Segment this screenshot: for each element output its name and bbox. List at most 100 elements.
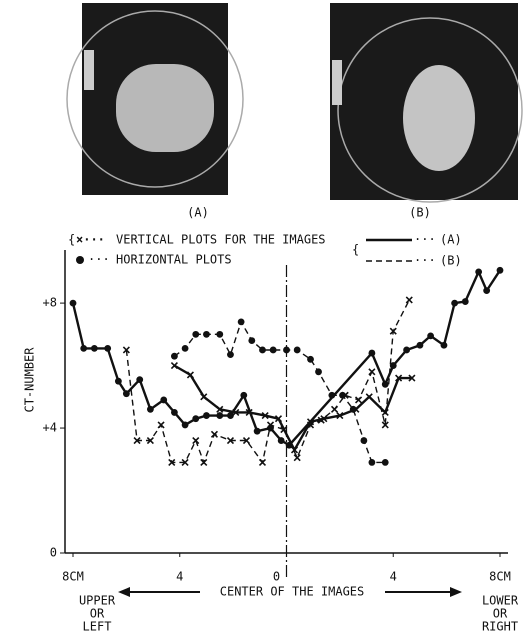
legend-dots: ···: [414, 233, 436, 247]
y-tick-label: +8: [43, 296, 57, 310]
image-label: (B): [409, 206, 431, 220]
point: [403, 346, 410, 354]
point: [248, 337, 256, 344]
point: [381, 380, 389, 388]
series-line: [125, 299, 410, 465]
point: [461, 298, 469, 305]
point: [341, 391, 349, 399]
x-note: LOWER: [482, 594, 519, 608]
phantom: [116, 64, 214, 152]
point: [114, 377, 122, 385]
point: [440, 341, 448, 349]
legend-dots: ···: [88, 253, 110, 267]
plot: 0 +4 +8 8CM 4 0 4 8CM: [43, 250, 511, 584]
point: [210, 430, 219, 438]
point: [381, 459, 389, 466]
point: [200, 458, 208, 466]
point: [133, 436, 141, 445]
point: [368, 368, 376, 376]
x-axis-label: CENTER OF THE IMAGES: [220, 585, 365, 599]
x-note: UPPER: [79, 594, 116, 608]
point: [237, 318, 245, 326]
point: [368, 349, 376, 357]
legend-dot-symbol: [76, 256, 84, 264]
point: [192, 436, 200, 445]
point: [240, 391, 248, 399]
point: [317, 416, 325, 424]
point: [216, 412, 224, 419]
point: [186, 371, 194, 379]
phantom: [403, 65, 475, 171]
point: [226, 436, 235, 445]
image-label: (A): [187, 206, 209, 220]
legend-entry: HORIZONTAL PLOTS: [116, 253, 232, 267]
point: [483, 287, 491, 295]
point: [181, 421, 189, 429]
point: [389, 362, 397, 369]
scan-ring: [66, 10, 244, 188]
point: [328, 391, 336, 399]
point: [259, 346, 266, 354]
point: [330, 405, 339, 413]
point: [192, 330, 200, 338]
point: [203, 330, 210, 338]
point: [274, 415, 283, 423]
point: [200, 393, 208, 401]
point: [290, 446, 299, 454]
point: [146, 436, 154, 445]
point: [368, 459, 376, 466]
point: [69, 299, 77, 307]
point: [90, 344, 98, 352]
point: [405, 296, 413, 304]
point: [277, 437, 285, 444]
scale-bar: [84, 50, 94, 90]
legend-entry: (A): [440, 233, 462, 247]
legend-brace: {: [352, 243, 359, 257]
point: [307, 355, 314, 363]
point: [266, 421, 275, 429]
scan-ring: [337, 17, 523, 203]
x-tick-label: 4: [176, 570, 183, 584]
point: [261, 411, 269, 420]
x-tick-label: 4: [390, 570, 397, 584]
point: [496, 266, 504, 274]
point: [293, 454, 301, 462]
y-axis-label: CT-NUMBER: [23, 347, 37, 413]
point: [170, 362, 178, 370]
legend-dots: ···: [414, 254, 436, 268]
legend-brace: {: [68, 233, 75, 247]
x-tick-label: 8CM: [489, 570, 511, 584]
point: [253, 427, 261, 435]
point: [427, 332, 435, 340]
arrow-head: [450, 587, 462, 597]
point: [168, 458, 176, 466]
legend-entry: VERTICAL PLOTS FOR THE IMAGES: [116, 233, 326, 247]
point: [315, 368, 322, 376]
x-note: OR: [90, 607, 105, 621]
arrow-head: [118, 587, 130, 597]
point: [122, 346, 130, 354]
legend-x-symbol: ×···: [76, 233, 105, 247]
point: [136, 376, 144, 384]
point: [360, 437, 368, 444]
point: [242, 436, 251, 445]
point: [203, 412, 210, 419]
x-note: LEFT: [83, 620, 112, 634]
point: [258, 458, 267, 466]
point: [354, 396, 363, 404]
point: [408, 374, 416, 382]
point: [336, 411, 344, 420]
scale-bar: [332, 60, 342, 105]
point: [475, 268, 483, 276]
point: [293, 346, 301, 354]
legend: { ×··· VERTICAL PLOTS FOR THE IMAGES ···…: [68, 233, 462, 268]
point: [395, 374, 403, 382]
point: [160, 396, 168, 404]
point: [171, 409, 178, 416]
point: [171, 352, 178, 360]
ct-image-a: [66, 3, 244, 195]
point: [216, 405, 224, 413]
point: [365, 393, 373, 401]
